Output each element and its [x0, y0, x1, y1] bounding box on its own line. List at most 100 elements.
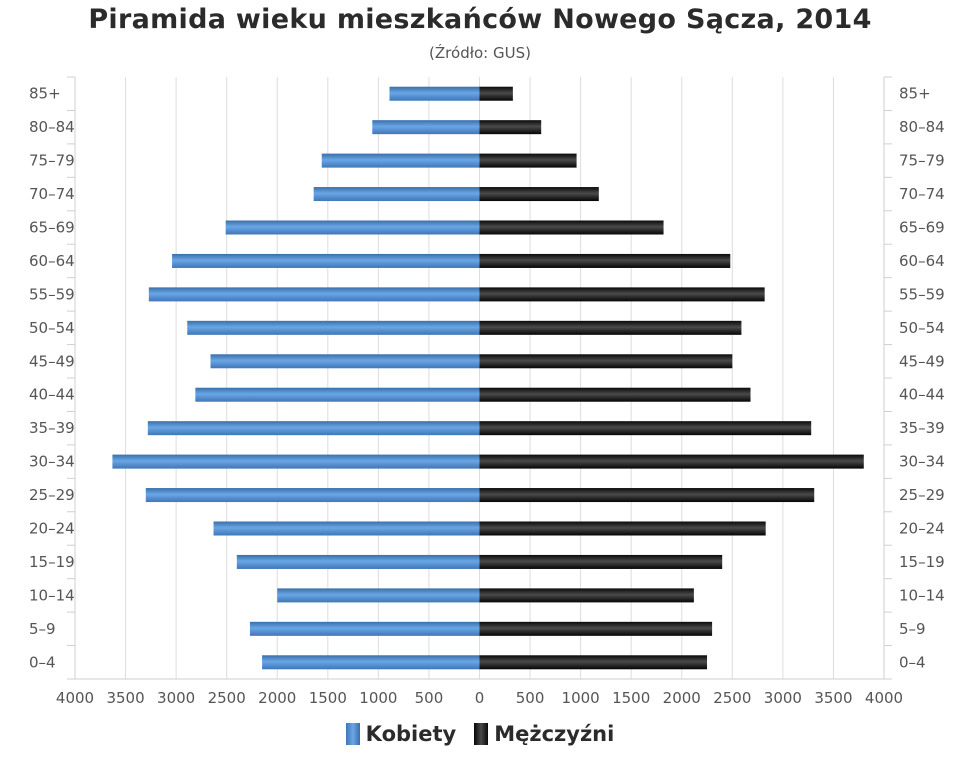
- x-tick-label: 3000: [764, 689, 802, 707]
- x-tick-label: 1000: [562, 689, 600, 707]
- x-tick-label: 1500: [612, 689, 650, 707]
- y-tick-label-right: 5–9: [899, 620, 926, 638]
- y-tick-label-right: 25–29: [899, 486, 945, 504]
- bar-male: [479, 86, 513, 101]
- x-tick-label: 1000: [359, 689, 397, 707]
- bar-male: [479, 554, 723, 569]
- bar-male: [479, 187, 599, 202]
- bar-female: [372, 120, 480, 135]
- axes: [67, 76, 892, 680]
- y-tick-label-left: 10–14: [29, 586, 75, 604]
- y-tick-label-left: 25–29: [29, 486, 75, 504]
- y-tick-label-left: 85+: [29, 85, 61, 103]
- y-tick-label-right: 0–4: [899, 653, 926, 671]
- bar-female: [277, 588, 480, 603]
- y-tick-label-left: 30–34: [29, 453, 75, 471]
- x-tick-label: 1500: [309, 689, 347, 707]
- x-tick-label: 3500: [814, 689, 852, 707]
- x-tick-label: 500: [415, 689, 444, 707]
- bar-female: [236, 554, 480, 569]
- bar-male: [479, 421, 812, 436]
- bar-male: [479, 621, 713, 636]
- bar-female: [210, 354, 480, 369]
- grid-lines: [125, 77, 834, 679]
- y-tick-label-left: 20–24: [29, 520, 75, 538]
- bar-male: [479, 253, 731, 268]
- x-tick-label: 3500: [106, 689, 144, 707]
- x-tick-label: 4000: [56, 689, 94, 707]
- y-tick-label-left: 60–64: [29, 252, 75, 270]
- y-tick-label-right: 30–34: [899, 453, 945, 471]
- x-tick-label: 2500: [208, 689, 246, 707]
- x-tick-label: 3000: [157, 689, 195, 707]
- bar-female: [187, 320, 480, 335]
- bar-female: [262, 655, 480, 670]
- y-tick-label-right: 35–39: [899, 419, 945, 437]
- legend-label-male: Mężczyźni: [494, 722, 615, 746]
- y-tick-label-left: 80–84: [29, 118, 75, 136]
- bar-male: [479, 521, 766, 536]
- tick-labels: 4000 3500 3000 2500 2000 1500 1000 500 0 500 1000 1…: [29, 85, 945, 707]
- bar-male: [479, 354, 733, 369]
- x-tick-label: 2000: [663, 689, 701, 707]
- bar-male: [479, 320, 742, 335]
- bar-female: [147, 421, 480, 436]
- y-tick-label-left: 0–4: [29, 653, 56, 671]
- legend-label-female: Kobiety: [365, 722, 457, 746]
- y-tick-label-left: 35–39: [29, 419, 75, 437]
- y-tick-label-right: 45–49: [899, 352, 945, 370]
- y-tick-label-left: 55–59: [29, 285, 75, 303]
- bar-male: [479, 588, 694, 603]
- y-tick-label-left: 50–54: [29, 319, 75, 337]
- bar-female: [195, 387, 480, 402]
- y-tick-label-left: 65–69: [29, 219, 75, 237]
- x-tick-label: 2000: [258, 689, 296, 707]
- chart-subtitle: (Źródło: GUS): [429, 44, 531, 62]
- y-tick-label-right: 20–24: [899, 520, 945, 538]
- bar-male: [479, 287, 765, 302]
- y-tick-label-right: 85+: [899, 85, 931, 103]
- x-tick-label: 500: [516, 689, 545, 707]
- legend-swatch-female: [345, 723, 360, 745]
- legend-item-male[interactable]: Mężczyźni: [474, 722, 614, 746]
- bar-male: [479, 387, 751, 402]
- bar-female: [313, 187, 480, 202]
- y-tick-label-right: 55–59: [899, 285, 945, 303]
- legend: Kobiety Mężczyźni: [0, 722, 960, 746]
- bar-female: [249, 621, 480, 636]
- bar-female: [112, 454, 480, 469]
- y-tick-label-left: 45–49: [29, 352, 75, 370]
- y-tick-label-right: 15–19: [899, 553, 945, 571]
- chart-title: Piramida wieku mieszkańców Nowego Sącza,…: [88, 4, 872, 35]
- bar-male: [479, 153, 577, 168]
- x-tick-label: 2500: [713, 689, 751, 707]
- bar-female: [145, 488, 480, 503]
- y-tick-label-left: 75–79: [29, 152, 75, 170]
- y-tick-label-right: 80–84: [899, 118, 945, 136]
- legend-swatch-male: [474, 723, 489, 745]
- y-tick-label-left: 70–74: [29, 185, 75, 203]
- y-tick-label-right: 75–79: [899, 152, 945, 170]
- bar-female: [225, 220, 480, 235]
- y-tick-label-right: 65–69: [899, 219, 945, 237]
- bar-male: [479, 220, 664, 235]
- bar-male: [479, 488, 815, 503]
- bar-female: [172, 253, 480, 268]
- bar-female: [213, 521, 480, 536]
- y-tick-label-left: 15–19: [29, 553, 75, 571]
- y-tick-label-right: 40–44: [899, 386, 945, 404]
- bar-male: [479, 454, 864, 469]
- y-tick-label-right: 70–74: [899, 185, 945, 203]
- x-tick-label: 4000: [865, 689, 903, 707]
- bar-male: [479, 120, 542, 135]
- bars: [112, 86, 864, 670]
- y-tick-label-right: 60–64: [899, 252, 945, 270]
- legend-item-female[interactable]: Kobiety: [345, 722, 457, 746]
- y-tick-label-right: 50–54: [899, 319, 945, 337]
- bar-male: [479, 655, 708, 670]
- y-tick-label-left: 40–44: [29, 386, 75, 404]
- bar-female: [389, 86, 480, 101]
- bar-female: [321, 153, 480, 168]
- y-tick-label-left: 5–9: [29, 620, 56, 638]
